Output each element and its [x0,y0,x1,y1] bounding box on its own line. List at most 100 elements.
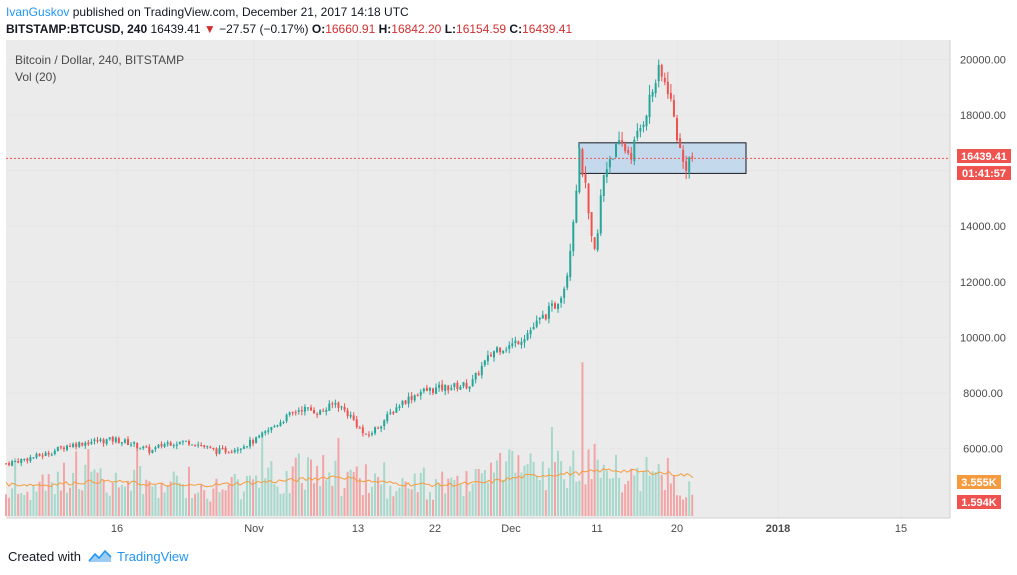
volume-bar-down [294,457,297,516]
volume-bar-up [197,492,200,516]
down-candle [41,455,44,457]
volume-bar-up [245,476,248,516]
tradingview-logo-icon[interactable] [88,548,112,567]
up-candle [285,414,288,422]
volume-bar-up [99,468,102,516]
volume-bar-up [413,473,416,516]
volume-bar-up [84,464,87,516]
up-candle [236,449,239,451]
volume-bar-down [38,481,41,516]
last-price-tag-text: 16439.41 [961,151,1007,163]
down-candle [212,447,215,449]
up-candle [618,140,621,145]
down-candle [477,373,480,375]
volume-bar-up [233,473,236,516]
up-candle [172,445,175,447]
up-candle [93,439,96,442]
volume-bar-down [291,466,294,516]
price-axis-panel[interactable] [950,40,1017,518]
up-candle [471,379,474,387]
volume-ma-tag-text: 3.555K [961,477,997,489]
up-candle [32,457,35,459]
volume-bar-down [313,483,316,516]
price-chart[interactable]: 20000.0018000.0016000.0014000.0012000.00… [0,40,1017,536]
up-candle [502,350,505,354]
chart-area[interactable]: 20000.0018000.0016000.0014000.0012000.00… [0,40,1017,536]
volume-bar-down [331,485,334,516]
volume-bar-up [218,492,221,516]
up-candle [245,446,248,448]
up-candle [11,461,14,466]
volume-title: Vol (20) [15,70,57,84]
volume-bar-up [535,475,538,516]
up-candle [538,317,541,320]
down-candle [291,412,294,414]
high-value: 16842.20 [391,22,442,36]
up-candle [462,382,465,387]
up-candle [50,454,53,456]
down-candle [209,446,212,448]
down-candle [59,446,62,448]
volume-bar-down [352,471,355,516]
tradingview-link[interactable]: TradingView [117,549,189,564]
volume-bar-up [566,487,569,516]
volume-bar-down [41,474,44,516]
volume-bar-up [389,485,392,516]
up-candle [181,441,184,443]
volume-bar-up [514,472,517,516]
up-candle [468,386,471,389]
up-candle [453,383,456,388]
up-candle [419,391,422,396]
volume-bar-up [328,472,331,516]
up-candle [273,426,276,428]
up-candle [178,441,181,444]
volume-bar-down [691,494,694,516]
volume-tag: 1.594K [957,495,1001,509]
volume-bar-up [178,483,181,516]
down-candle [404,400,407,404]
volume-bar-up [508,449,511,516]
publish-info: published on TradingView.com, December 2… [72,5,409,19]
volume-bar-down [252,479,255,516]
up-candle [66,445,68,450]
up-candle [142,446,145,449]
volume-bar-up [175,475,178,516]
down-candle [252,440,255,444]
up-candle [569,250,572,278]
author-link[interactable]: IvanGuskov [6,5,70,19]
down-candle [392,411,395,414]
volume-bar-up [523,465,526,516]
high-label: H: [378,22,392,36]
volume-bar-up [398,487,401,516]
time-axis-panel[interactable] [6,518,950,536]
volume-bar-up [563,479,566,516]
volume-bar-down [593,443,596,516]
up-candle [520,341,523,346]
volume-bar-down [676,495,678,516]
up-candle [288,412,291,415]
volume-bar-down [669,483,672,516]
down-candle [310,407,312,411]
volume-bar-up [493,472,495,516]
volume-bar-down [685,497,688,516]
volume-bar-up [72,473,75,516]
volume-bar-down [160,482,163,516]
up-candle [688,157,691,173]
down-candle [62,447,65,450]
down-candle [313,409,316,414]
down-candle [465,383,468,389]
down-candle [593,237,596,249]
up-candle [566,275,569,288]
volume-bar-up [386,498,389,516]
volume-bar-down [581,362,584,516]
volume-bar-up [618,478,621,516]
volume-bar-down [361,495,364,516]
volume-bar-up [270,461,273,516]
volume-bar-up [50,482,53,516]
up-candle [493,351,495,358]
up-candle [541,314,544,319]
volume-bar-down [377,476,380,516]
up-candle [648,94,651,118]
down-candle [587,183,590,214]
volume-bar-down [355,466,358,516]
